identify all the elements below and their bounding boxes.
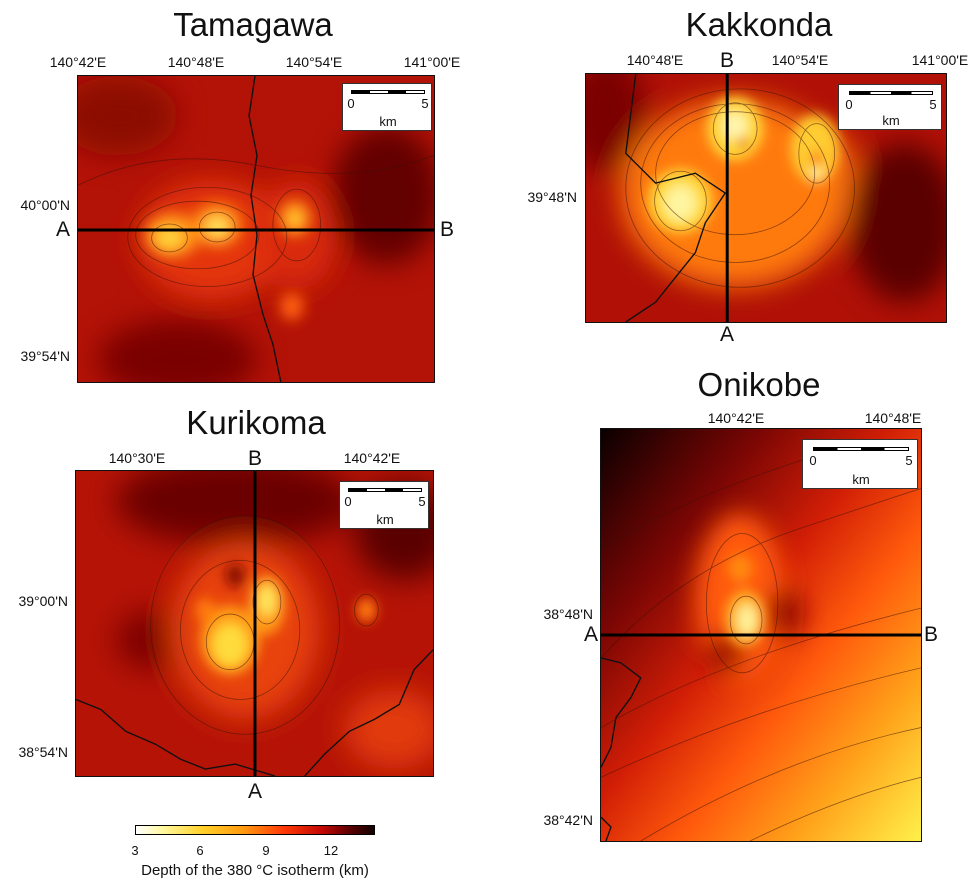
tamagawa-lon-tick: 140°42'E (49, 54, 107, 70)
colorbar-tick: 9 (262, 843, 270, 858)
onikobe-lon-tick: 140°42'E (707, 410, 765, 426)
kakkonda-lon-tick: 141°00'E (911, 52, 969, 68)
tamagawa-title: Tamagawa (173, 6, 333, 43)
tamagawa-map: 0 5 km (77, 75, 435, 383)
tamagawa-section-start: A (55, 218, 71, 241)
tamagawa-lat-tick: 39°54'N (20, 348, 70, 364)
kakkonda-section-end: A (719, 323, 735, 346)
tamagawa-lon-tick: 141°00'E (403, 54, 461, 70)
depth-colorbar (135, 825, 375, 835)
kurikoma-scale-bar: 0 5 km (339, 481, 429, 529)
onikobe-title: Onikobe (697, 366, 821, 403)
colorbar-tick: 3 (131, 843, 139, 858)
onikobe-lat-tick: 38°42'N (543, 812, 593, 828)
kurikoma-section-end: A (247, 780, 263, 803)
tamagawa-lon-tick: 140°54'E (285, 54, 343, 70)
kakkonda-map: 0 5 km (585, 73, 947, 323)
kurikoma-title: Kurikoma (186, 404, 326, 441)
colorbar-tick: 12 (323, 843, 339, 858)
kurikoma-section-start: B (247, 447, 263, 470)
tamagawa-lat-tick: 40°00'N (20, 197, 70, 213)
kurikoma-lon-tick: 140°30'E (108, 450, 166, 466)
onikobe-section-end: B (923, 623, 939, 646)
onikobe-section-start: A (583, 623, 599, 646)
kakkonda-section-start: B (719, 49, 735, 72)
kakkonda-lon-tick: 140°54'E (771, 52, 829, 68)
kurikoma-lat-tick: 39°00'N (18, 593, 68, 609)
kakkonda-scale-bar: 0 5 km (838, 84, 942, 130)
onikobe-lat-tick: 38°48'N (543, 606, 593, 622)
tamagawa-scale-bar: 0 5 km (342, 83, 432, 131)
kakkonda-title: Kakkonda (685, 6, 833, 43)
tamagawa-lon-tick: 140°48'E (167, 54, 225, 70)
kurikoma-map: 0 5 km (75, 470, 434, 777)
kurikoma-lat-tick: 38°54'N (18, 744, 68, 760)
onikobe-lon-tick: 140°48'E (864, 410, 922, 426)
colorbar-tick: 6 (196, 843, 204, 858)
kakkonda-lat-tick: 39°48'N (527, 189, 577, 205)
kurikoma-lon-tick: 140°42'E (343, 450, 401, 466)
colorbar-label: Depth of the 380 °C isotherm (km) (141, 862, 369, 879)
tamagawa-section-end: B (439, 218, 455, 241)
kakkonda-lon-tick: 140°48'E (626, 52, 684, 68)
onikobe-map: 0 5 km (600, 428, 922, 842)
onikobe-scale-bar: 0 5 km (802, 439, 918, 489)
